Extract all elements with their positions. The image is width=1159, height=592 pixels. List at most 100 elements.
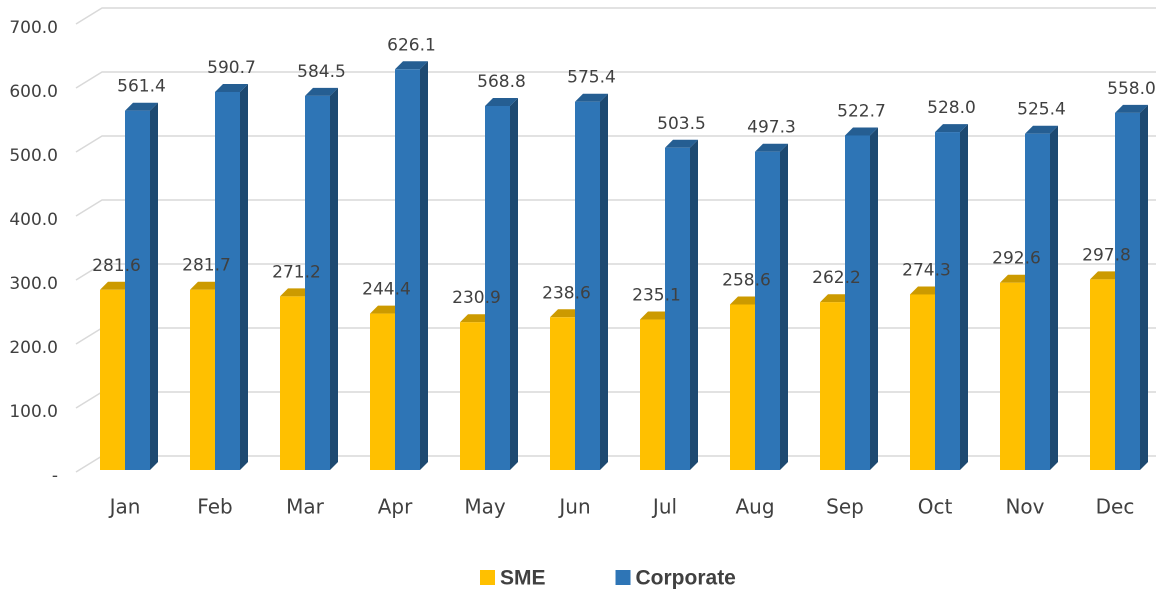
data-label: 230.9 — [452, 288, 501, 308]
data-label: 271.2 — [272, 262, 321, 282]
bar — [190, 289, 215, 470]
bar-top — [1025, 125, 1058, 134]
data-label: 258.6 — [722, 270, 771, 290]
bar — [845, 135, 870, 471]
grid-line — [75, 135, 1156, 153]
bar-top — [910, 286, 943, 295]
bar-top — [845, 127, 878, 136]
bar — [550, 317, 575, 470]
bar-top — [100, 281, 133, 290]
y-tick-label: - — [52, 466, 58, 486]
bar — [935, 132, 960, 470]
data-label: 503.5 — [657, 114, 706, 134]
bar — [125, 110, 150, 470]
y-tick-label: 700.0 — [9, 18, 58, 38]
bar-top — [550, 309, 583, 318]
grid-line — [75, 199, 1156, 217]
bar — [665, 147, 690, 470]
bar-side — [1140, 104, 1148, 470]
legend-label: SME — [500, 567, 546, 590]
bar — [485, 105, 510, 470]
x-tick-label: Feb — [197, 495, 232, 519]
bar — [820, 302, 845, 470]
bar-top — [1115, 104, 1148, 113]
data-label: 528.0 — [927, 98, 976, 118]
bar — [1025, 133, 1050, 470]
bar — [575, 101, 600, 470]
bar — [215, 91, 240, 471]
x-tick-label: Oct — [918, 495, 953, 519]
legend-swatch — [480, 570, 495, 585]
bar-top — [370, 305, 403, 314]
grid-line — [75, 7, 1156, 25]
bar — [395, 69, 420, 471]
bar-side — [240, 83, 248, 471]
grid-line — [75, 263, 1156, 281]
bar — [280, 296, 305, 470]
legend-label: Corporate — [636, 567, 736, 590]
bar-top — [485, 97, 518, 106]
y-tick-label: 500.0 — [9, 146, 58, 166]
bar-top — [125, 102, 158, 111]
data-label: 297.8 — [1082, 245, 1131, 265]
bar-top — [1090, 271, 1123, 280]
data-label: 292.6 — [992, 249, 1041, 269]
x-tick-label: Jul — [651, 495, 677, 519]
bar — [100, 289, 125, 470]
data-label: 244.4 — [362, 280, 411, 300]
bar-top — [575, 93, 608, 102]
data-label: 235.1 — [632, 286, 681, 306]
bar-side — [150, 102, 158, 470]
bar-top — [395, 61, 428, 70]
bar-top — [820, 294, 853, 303]
data-label: 575.4 — [567, 68, 616, 88]
data-label: 590.7 — [207, 58, 256, 78]
y-tick-label: 200.0 — [9, 338, 58, 358]
data-label: 561.4 — [117, 77, 166, 97]
bar-top — [280, 288, 313, 297]
data-label: 584.5 — [297, 62, 346, 82]
data-label: 497.3 — [747, 118, 796, 138]
bar-side — [600, 93, 608, 470]
legend-swatch — [615, 570, 631, 585]
y-tick-label: 100.0 — [9, 402, 58, 422]
x-tick-label: Apr — [378, 495, 413, 519]
bar — [1090, 279, 1115, 470]
data-label: 568.8 — [477, 72, 526, 92]
bar-top — [665, 139, 698, 148]
bar-top — [730, 296, 763, 305]
x-tick-label: Jan — [108, 495, 141, 519]
x-tick-label: Dec — [1096, 495, 1135, 519]
bar-side — [780, 143, 788, 470]
x-tick-label: Mar — [286, 495, 325, 519]
bar-side — [870, 127, 878, 471]
bar-top — [460, 314, 493, 323]
y-tick-label: 400.0 — [9, 210, 58, 230]
bar-side — [420, 61, 428, 471]
data-label: 281.6 — [92, 256, 141, 276]
y-tick-label: 300.0 — [9, 274, 58, 294]
bar-side — [960, 124, 968, 470]
bar — [755, 151, 780, 470]
bar-side — [330, 87, 338, 471]
bar-top — [755, 143, 788, 152]
bar — [910, 294, 935, 470]
bar-top — [1000, 274, 1033, 283]
x-tick-label: Jun — [557, 495, 590, 519]
bar — [305, 95, 330, 471]
y-tick-label: 600.0 — [9, 82, 58, 102]
bar-top — [640, 311, 673, 320]
data-label: 238.6 — [542, 283, 591, 303]
grid-line — [75, 71, 1156, 89]
bar — [460, 322, 485, 470]
bar-top — [305, 87, 338, 96]
bar — [1000, 282, 1025, 470]
bar-top — [215, 83, 248, 92]
data-label: 274.3 — [902, 260, 951, 280]
bar-top — [935, 124, 968, 133]
bar-side — [1050, 125, 1058, 470]
x-tick-label: Sep — [826, 495, 864, 519]
x-tick-label: Nov — [1005, 495, 1044, 519]
data-label: 262.2 — [812, 268, 861, 288]
